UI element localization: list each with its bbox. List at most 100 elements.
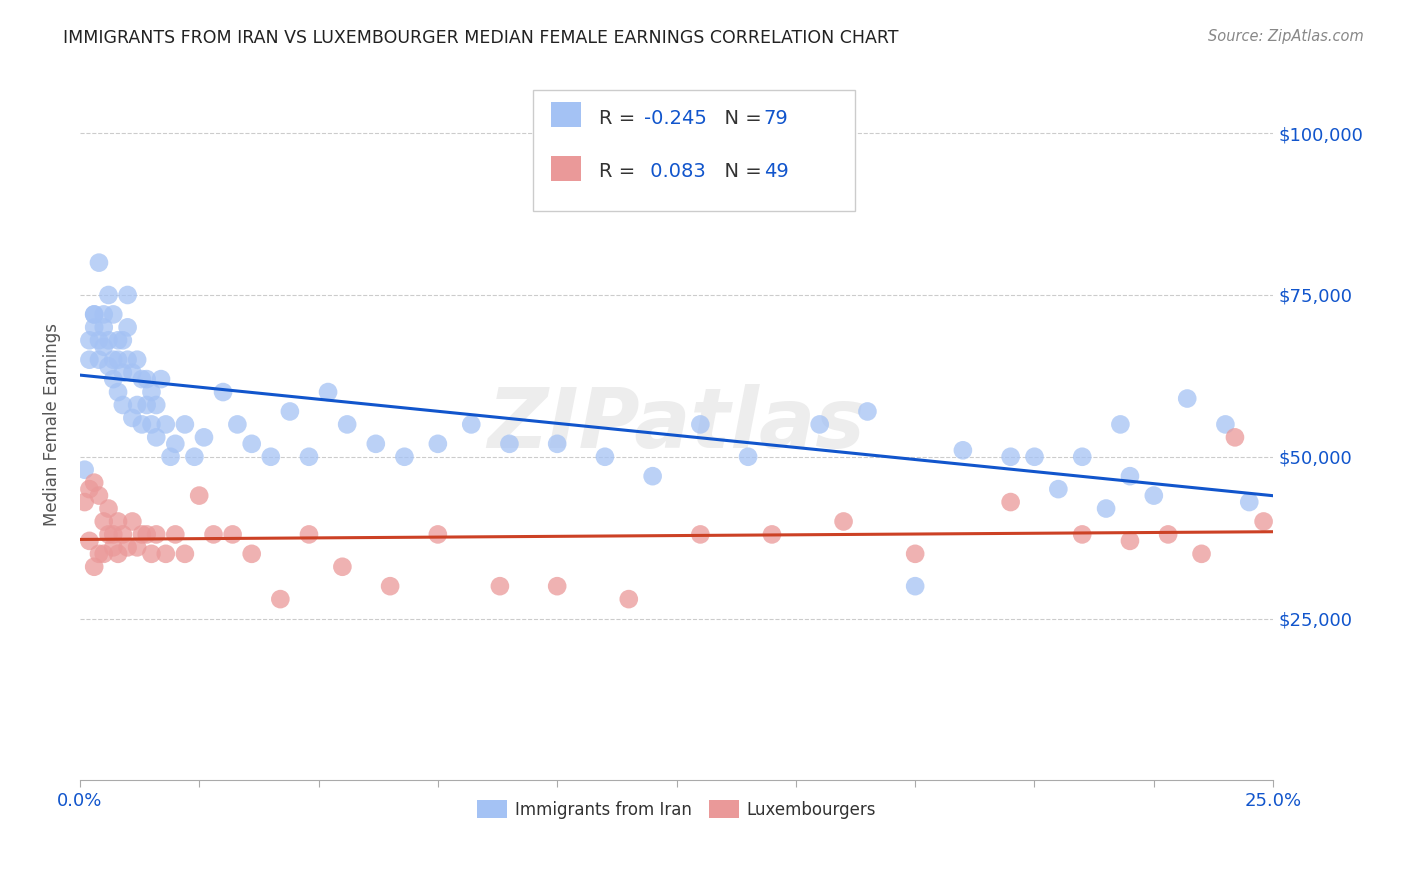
Point bbox=[183, 450, 205, 464]
Point bbox=[87, 489, 110, 503]
Point bbox=[83, 307, 105, 321]
Point bbox=[593, 450, 616, 464]
Point bbox=[498, 437, 520, 451]
Point bbox=[856, 404, 879, 418]
Point bbox=[79, 352, 101, 367]
Point bbox=[1239, 495, 1261, 509]
Point bbox=[111, 527, 134, 541]
Point bbox=[1253, 515, 1275, 529]
Point bbox=[1000, 495, 1022, 509]
Point bbox=[103, 307, 125, 321]
Text: ZIPatlas: ZIPatlas bbox=[488, 384, 866, 465]
Point bbox=[394, 450, 416, 464]
Point bbox=[1119, 533, 1142, 548]
Point bbox=[808, 417, 831, 432]
Point bbox=[107, 333, 129, 347]
Point bbox=[298, 527, 321, 541]
Point bbox=[155, 547, 177, 561]
Point bbox=[87, 547, 110, 561]
Point bbox=[107, 515, 129, 529]
Point bbox=[1095, 501, 1118, 516]
Point bbox=[141, 417, 163, 432]
Text: -0.245: -0.245 bbox=[644, 109, 707, 128]
Point bbox=[103, 527, 125, 541]
Point bbox=[141, 385, 163, 400]
Point bbox=[260, 450, 283, 464]
Point bbox=[737, 450, 759, 464]
Point bbox=[1223, 430, 1246, 444]
Point bbox=[97, 333, 120, 347]
Point bbox=[135, 398, 157, 412]
Point bbox=[336, 417, 359, 432]
Point bbox=[240, 547, 263, 561]
Point bbox=[93, 547, 115, 561]
Point bbox=[121, 411, 143, 425]
Y-axis label: Median Female Earnings: Median Female Earnings bbox=[44, 323, 60, 526]
Point bbox=[489, 579, 512, 593]
Point bbox=[131, 527, 153, 541]
Point bbox=[73, 463, 96, 477]
Point bbox=[173, 417, 195, 432]
Point bbox=[145, 398, 167, 412]
Point bbox=[93, 320, 115, 334]
Point bbox=[278, 404, 301, 418]
Point bbox=[378, 579, 401, 593]
Point bbox=[121, 515, 143, 529]
Bar bbox=[551, 103, 581, 128]
Point bbox=[364, 437, 387, 451]
Point bbox=[79, 333, 101, 347]
Point bbox=[103, 541, 125, 555]
FancyBboxPatch shape bbox=[533, 90, 855, 211]
Point bbox=[93, 515, 115, 529]
Point bbox=[117, 320, 139, 334]
Text: Source: ZipAtlas.com: Source: ZipAtlas.com bbox=[1208, 29, 1364, 44]
Point bbox=[212, 385, 235, 400]
Point bbox=[1024, 450, 1046, 464]
Point bbox=[103, 352, 125, 367]
Point bbox=[117, 288, 139, 302]
Text: R =: R = bbox=[599, 109, 641, 128]
Point bbox=[298, 450, 321, 464]
Point bbox=[202, 527, 225, 541]
Point bbox=[79, 533, 101, 548]
Point bbox=[97, 527, 120, 541]
Point bbox=[83, 320, 105, 334]
Point bbox=[83, 475, 105, 490]
Point bbox=[1000, 450, 1022, 464]
Point bbox=[269, 592, 291, 607]
Text: R =: R = bbox=[599, 162, 641, 181]
Point bbox=[131, 417, 153, 432]
Point bbox=[107, 385, 129, 400]
Point bbox=[617, 592, 640, 607]
Point bbox=[127, 352, 149, 367]
Point bbox=[93, 307, 115, 321]
Point bbox=[1071, 450, 1094, 464]
Point bbox=[1215, 417, 1237, 432]
Point bbox=[87, 255, 110, 269]
Point bbox=[165, 527, 187, 541]
Legend: Immigrants from Iran, Luxembourgers: Immigrants from Iran, Luxembourgers bbox=[470, 793, 883, 825]
Point bbox=[131, 372, 153, 386]
Point bbox=[641, 469, 664, 483]
Point bbox=[73, 495, 96, 509]
Point bbox=[97, 288, 120, 302]
Point bbox=[1047, 482, 1070, 496]
Point bbox=[107, 547, 129, 561]
Point bbox=[83, 559, 105, 574]
Point bbox=[97, 501, 120, 516]
Point bbox=[79, 482, 101, 496]
Point bbox=[155, 417, 177, 432]
Point bbox=[107, 352, 129, 367]
Point bbox=[150, 372, 173, 386]
Point bbox=[93, 340, 115, 354]
Text: N =: N = bbox=[713, 162, 768, 181]
Text: 0.083: 0.083 bbox=[644, 162, 706, 181]
Point bbox=[117, 541, 139, 555]
Point bbox=[141, 547, 163, 561]
Point bbox=[103, 372, 125, 386]
Point bbox=[1071, 527, 1094, 541]
Point bbox=[165, 437, 187, 451]
Point bbox=[188, 489, 211, 503]
Point bbox=[832, 515, 855, 529]
Bar bbox=[551, 156, 581, 180]
